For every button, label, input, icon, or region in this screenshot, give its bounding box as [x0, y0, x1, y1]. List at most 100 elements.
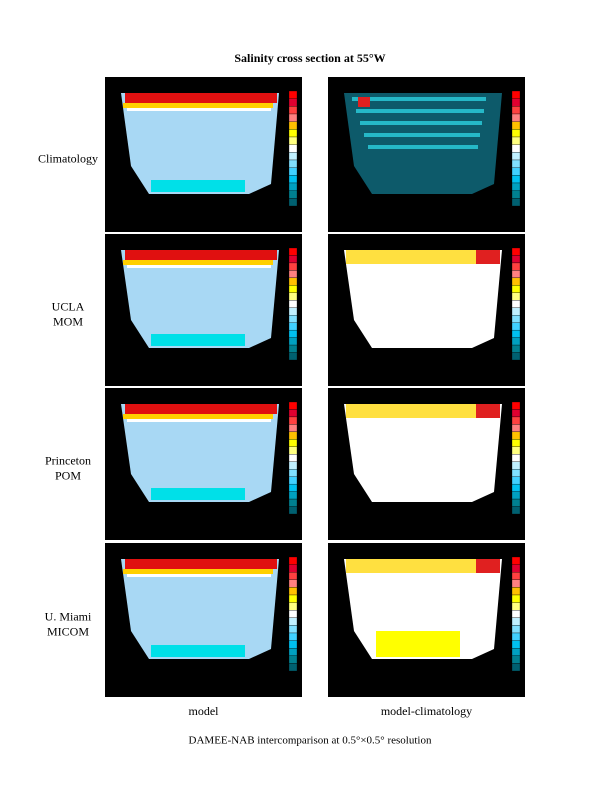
- colorbar-cell: [288, 491, 298, 500]
- colorbar-cell: [511, 439, 521, 447]
- colorbar-cell: [511, 344, 521, 353]
- colorbar-cell: [288, 655, 298, 664]
- colorbar-cell: [288, 439, 298, 447]
- colorbar-cell: [511, 506, 521, 515]
- colorbar-cell: [288, 401, 298, 410]
- colorbar-cell: [288, 416, 298, 425]
- deep-layer: [151, 645, 245, 657]
- panel: [328, 77, 525, 232]
- panel: [105, 388, 302, 540]
- colorbar-cell: [511, 352, 521, 361]
- colorbar-cell: [288, 663, 298, 672]
- colorbar-cell: [288, 564, 298, 573]
- colorbar-cell: [288, 610, 298, 618]
- colorbar-cell: [511, 401, 521, 410]
- row-label: POM: [55, 468, 81, 482]
- colorbar-cell: [288, 469, 298, 477]
- colorbar-cell: [511, 167, 521, 176]
- colorbar-cell: [288, 106, 298, 115]
- colorbar-cell: [288, 277, 298, 286]
- colorbar-cell: [288, 285, 298, 293]
- colorbar-cell: [511, 307, 521, 316]
- colorbar-cell: [288, 144, 298, 153]
- colorbar-cell: [288, 300, 298, 308]
- colorbar-cell: [288, 98, 298, 107]
- colorbar-cell: [288, 579, 298, 588]
- panel: [105, 77, 302, 232]
- colorbar-cell: [511, 175, 521, 184]
- colorbar-cell: [511, 255, 521, 264]
- colorbar-cell: [288, 129, 298, 138]
- colorbar-cell: [511, 476, 521, 485]
- colorbar-cell: [288, 431, 298, 440]
- colorbar-cell: [511, 625, 521, 634]
- surface-red: [125, 559, 277, 569]
- surface-yellow: [123, 569, 273, 574]
- anomaly-red: [476, 250, 500, 264]
- deep-layer: [151, 180, 245, 192]
- colorbar-cell: [288, 632, 298, 641]
- colorbar-cell: [511, 106, 521, 115]
- colorbar-cell: [288, 175, 298, 184]
- colorbar-cell: [511, 190, 521, 199]
- basin: [344, 404, 502, 502]
- colorbar-cell: [288, 640, 298, 649]
- colorbar-cell: [511, 159, 521, 168]
- colorbar-cell: [288, 424, 298, 433]
- colorbar-cell: [288, 198, 298, 207]
- surface-red: [125, 404, 277, 414]
- colorbar-cell: [511, 587, 521, 596]
- colorbar-cell: [511, 564, 521, 573]
- colorbar-cell: [511, 416, 521, 425]
- colorbar-cell: [511, 277, 521, 286]
- colorbar-cell: [511, 424, 521, 433]
- colorbar-cell: [511, 648, 521, 656]
- row-label: UCLA: [52, 299, 85, 313]
- colorbar-cell: [288, 506, 298, 515]
- colorbar-cell: [288, 113, 298, 122]
- colorbar-cell: [288, 337, 298, 346]
- colorbar-cell: [511, 594, 521, 603]
- caption: DAMEE-NAB intercomparison at 0.5°×0.5° r…: [189, 735, 432, 747]
- variability-band: [352, 97, 486, 101]
- colorbar-cell: [511, 431, 521, 440]
- surface-white: [127, 108, 271, 111]
- colorbar-cell: [511, 409, 521, 418]
- variability-band: [356, 109, 484, 113]
- colorbar-cell: [288, 247, 298, 256]
- surface-yellow: [346, 559, 500, 573]
- colorbar-cell: [511, 617, 521, 626]
- colorbar-cell: [288, 329, 298, 338]
- anomaly-red: [476, 559, 500, 573]
- colorbar-cell: [511, 572, 521, 580]
- colorbar-cell: [288, 262, 298, 271]
- deep-yellow: [376, 631, 460, 657]
- colorbar-cell: [511, 198, 521, 207]
- colorbar-cell: [288, 152, 298, 161]
- colorbar-cell: [288, 159, 298, 168]
- colorbar-cell: [288, 307, 298, 316]
- basin: [121, 250, 279, 348]
- surface-red: [125, 93, 277, 103]
- basin: [121, 559, 279, 659]
- colorbar-cell: [288, 587, 298, 596]
- colorbar-cell: [288, 556, 298, 565]
- colorbar-cell: [511, 152, 521, 161]
- colorbar-cell: [511, 491, 521, 500]
- surface-yellow: [123, 414, 273, 419]
- colorbar-cell: [511, 498, 521, 507]
- colorbar-cell: [288, 90, 298, 99]
- colorbar-cell: [511, 292, 521, 301]
- row-label: U. Miami: [45, 609, 92, 623]
- colorbar-cell: [288, 648, 298, 656]
- deep-layer: [151, 488, 245, 500]
- anomaly-red: [476, 404, 500, 418]
- figure-title: Salinity cross section at 55°W: [234, 51, 385, 65]
- variability-band: [364, 133, 480, 137]
- colorbar-cell: [288, 617, 298, 626]
- surface-yellow: [346, 250, 500, 264]
- colorbar-cell: [511, 270, 521, 279]
- colorbar-cell: [511, 90, 521, 99]
- colorbar-cell: [288, 572, 298, 580]
- colorbar-cell: [288, 409, 298, 418]
